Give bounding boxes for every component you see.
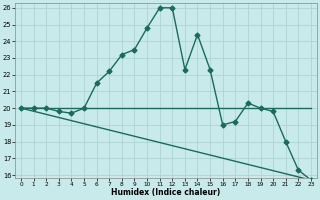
X-axis label: Humidex (Indice chaleur): Humidex (Indice chaleur) [111,188,220,197]
